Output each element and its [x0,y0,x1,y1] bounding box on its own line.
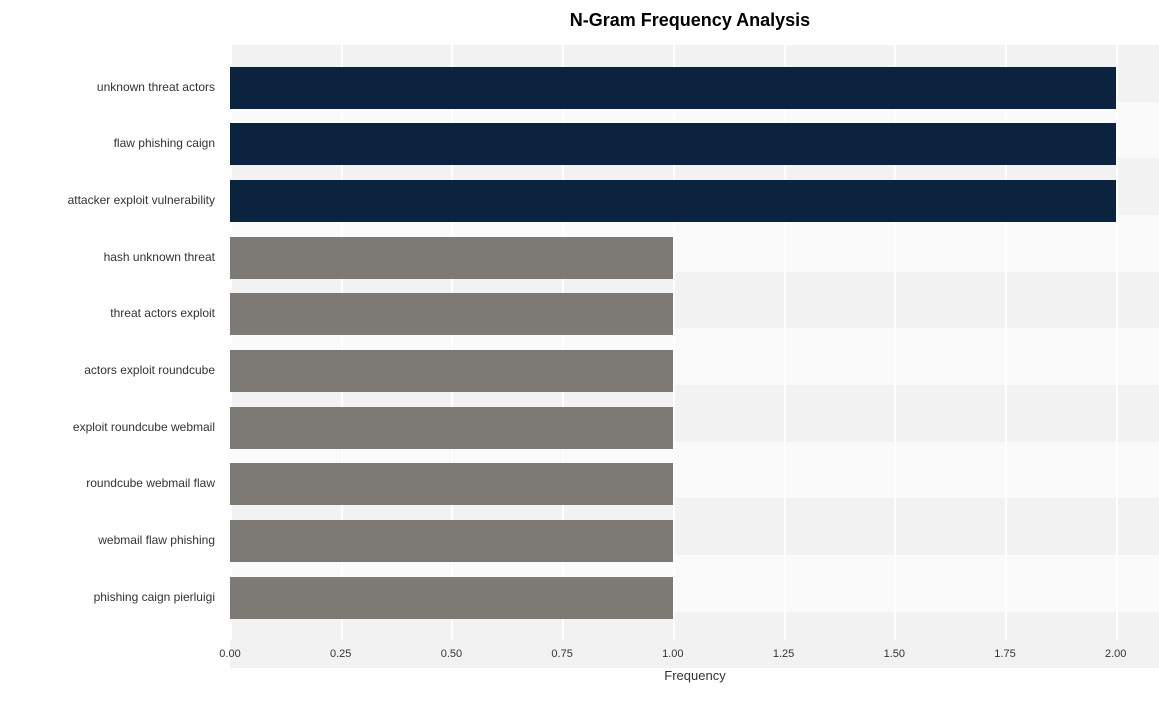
x-axis-title: Frequency [664,668,725,683]
x-tick-label: 1.50 [884,648,905,660]
bar [230,237,673,279]
y-tick-label: hash unknown threat [5,250,215,264]
y-tick-label: webmail flaw phishing [5,533,215,547]
chart-container: N-Gram Frequency Analysis Frequency 0.00… [10,10,1150,690]
x-tick-label: 0.00 [219,648,240,660]
x-tick-label: 1.00 [662,648,683,660]
bar [230,407,673,449]
bar [230,463,673,505]
y-tick-label: actors exploit roundcube [5,363,215,377]
x-tick-label: 0.25 [330,648,351,660]
grid-band [230,612,1159,669]
grid-line [1116,45,1118,640]
chart-title: N-Gram Frequency Analysis [10,10,1150,31]
x-tick-label: 2.00 [1105,648,1126,660]
y-tick-label: flaw phishing caign [5,136,215,150]
y-tick-label: threat actors exploit [5,306,215,320]
y-tick-label: unknown threat actors [5,80,215,94]
x-tick-label: 1.25 [773,648,794,660]
bar [230,123,1116,165]
bar [230,520,673,562]
x-tick-label: 1.75 [994,648,1015,660]
bar [230,293,673,335]
x-tick-label: 0.50 [441,648,462,660]
plot-area [230,45,1159,640]
y-tick-label: attacker exploit vulnerability [5,193,215,207]
bar [230,67,1116,109]
bar [230,180,1116,222]
x-tick-label: 0.75 [551,648,572,660]
y-tick-label: roundcube webmail flaw [5,476,215,490]
bar [230,577,673,619]
y-tick-label: exploit roundcube webmail [5,420,215,434]
bar [230,350,673,392]
y-tick-label: phishing caign pierluigi [5,590,215,604]
